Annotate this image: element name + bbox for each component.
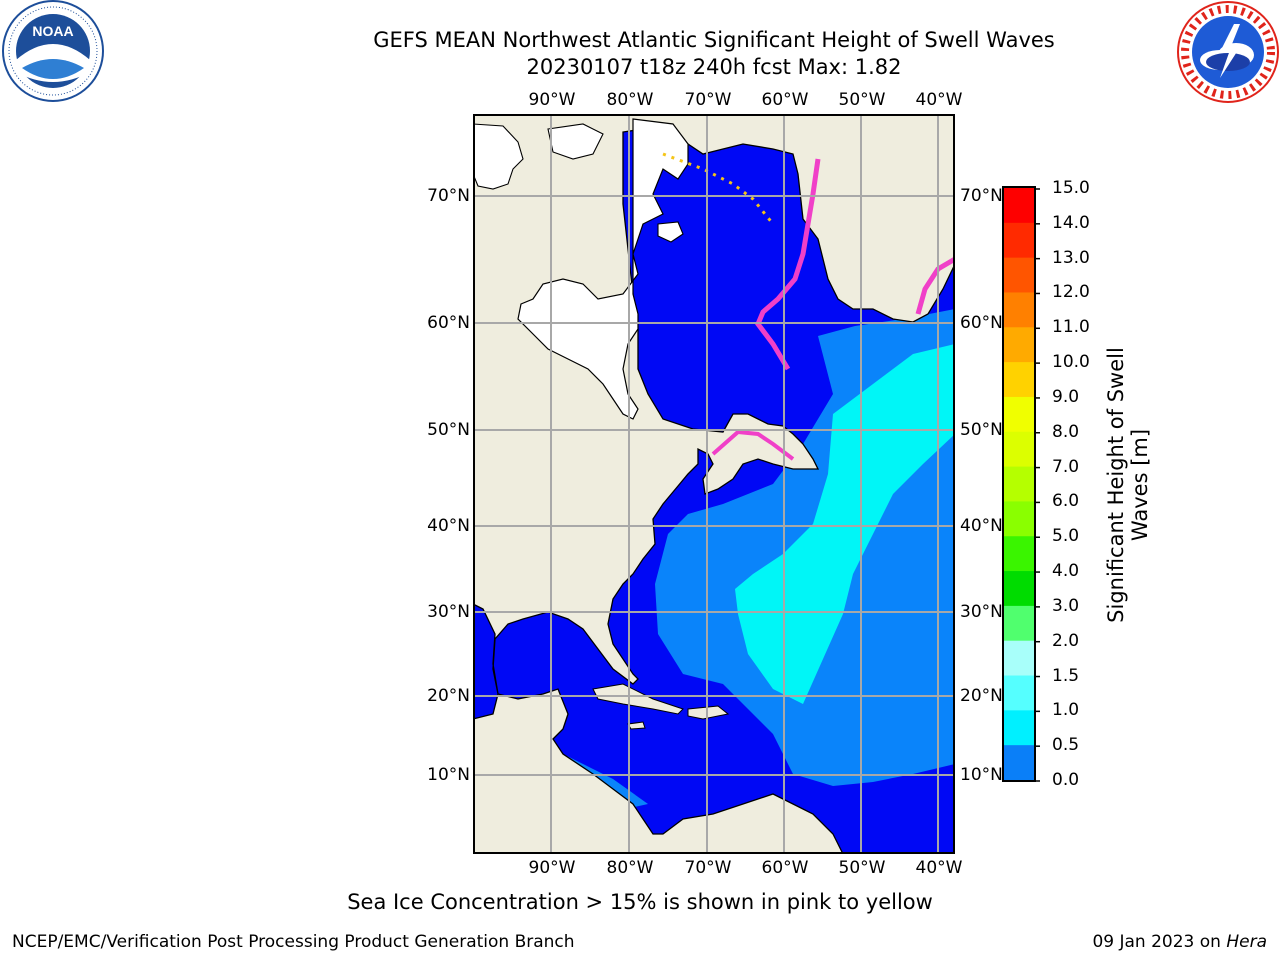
colorbar-tick-label: 2.0 xyxy=(1052,630,1080,651)
lon-label-top: 40°W xyxy=(915,90,963,110)
lat-label-right: 30°N xyxy=(960,602,1003,622)
colorbar-band xyxy=(1004,257,1034,293)
arctic-island-ice xyxy=(657,221,684,243)
lon-label-top: 70°W xyxy=(684,90,732,110)
colorbar-frame xyxy=(1002,186,1036,782)
colorbar-tick-label: 11.0 xyxy=(1052,317,1090,338)
colorbar xyxy=(1002,186,1040,782)
colorbar-band xyxy=(1004,431,1034,468)
colorbar-band xyxy=(1004,222,1034,259)
sea-ice-edge-labrador xyxy=(755,158,821,371)
lon-label-bottom: 50°W xyxy=(838,858,886,878)
sea-ice-note: Sea Ice Concentration > 15% is shown in … xyxy=(347,890,933,914)
lat-label-right: 40°N xyxy=(960,516,1003,536)
arctic-island-ice xyxy=(547,123,604,160)
footer-date-text: 09 Jan 2023 on xyxy=(1092,932,1221,952)
colorbar-band xyxy=(1004,745,1034,781)
lat-label-left: 20°N xyxy=(427,686,470,706)
lat-label-left: 30°N xyxy=(427,602,470,622)
arctic-island-ice xyxy=(473,123,524,190)
colorbar-band xyxy=(1004,605,1034,642)
colorbar-tick-label: 4.0 xyxy=(1052,561,1080,582)
lon-label-top: 50°W xyxy=(838,90,886,110)
lon-label-bottom: 90°W xyxy=(528,858,576,878)
footer-host: Hera xyxy=(1226,932,1267,952)
colorbar-tick-label: 14.0 xyxy=(1052,212,1090,233)
colorbar-band xyxy=(1004,188,1034,224)
svg-text:NOAA: NOAA xyxy=(32,23,73,39)
lat-label-right: 70°N xyxy=(960,186,1003,206)
lat-label-right: 20°N xyxy=(960,686,1003,706)
colorbar-band xyxy=(1004,292,1034,328)
lat-label-left: 60°N xyxy=(427,313,470,333)
colorbar-tick-label: 0.0 xyxy=(1052,770,1080,790)
sea-ice-edge-st-lawrence xyxy=(711,429,795,461)
colorbar-tick-label: 6.0 xyxy=(1052,491,1080,512)
colorbar-tick-label: 1.5 xyxy=(1052,665,1080,686)
colorbar-tick-label: 9.0 xyxy=(1052,386,1080,407)
colorbar-tick-label: 8.0 xyxy=(1052,421,1080,442)
colorbar-band xyxy=(1004,466,1034,502)
lon-label-bottom: 60°W xyxy=(761,858,809,878)
lat-label-left: 70°N xyxy=(427,186,470,206)
lat-label-left: 10°N xyxy=(427,765,470,785)
lon-label-top: 80°W xyxy=(606,90,654,110)
colorbar-band xyxy=(1004,675,1034,711)
colorbar-band xyxy=(1004,327,1034,363)
colorbar-band xyxy=(1004,710,1034,746)
lat-label-right: 10°N xyxy=(960,765,1003,785)
nws-logo xyxy=(1177,1,1279,103)
swell-height-map xyxy=(473,114,955,854)
footer-date: 09 Jan 2023 on Hera xyxy=(1092,932,1267,952)
ocean-zone-high xyxy=(735,344,955,704)
sea-ice-layer xyxy=(473,118,955,461)
colorbar-band xyxy=(1004,396,1034,433)
sea-ice-edge-arctic-yellow xyxy=(662,152,775,225)
colorbar-tick-label: 13.0 xyxy=(1052,247,1090,268)
lat-label-left: 40°N xyxy=(427,516,470,536)
cuba-island xyxy=(592,683,684,715)
footer-credit: NCEP/EMC/Verification Post Processing Pr… xyxy=(12,932,575,952)
colorbar-band xyxy=(1004,362,1034,398)
colorbar-band xyxy=(1004,536,1034,572)
colorbar-tick-label: 15.0 xyxy=(1052,178,1090,198)
noaa-logo: NOAA xyxy=(2,0,104,102)
colorbar-band xyxy=(1004,571,1034,607)
colorbar-tick-label: 10.0 xyxy=(1052,352,1090,373)
colorbar-band xyxy=(1004,640,1034,677)
lat-label-right: 60°N xyxy=(960,313,1003,333)
lat-label-left: 50°N xyxy=(427,420,470,440)
lon-label-bottom: 40°W xyxy=(915,858,963,878)
colorbar-tick-label: 0.5 xyxy=(1052,735,1080,756)
chart-subtitle: 20230107 t18z 240h fcst Max: 1.82 xyxy=(526,55,902,79)
colorbar-band xyxy=(1004,501,1034,537)
colorbar-tick-label: 1.0 xyxy=(1052,700,1080,721)
sea-ice-edge-greenland xyxy=(915,256,955,315)
chart-title: GEFS MEAN Northwest Atlantic Significant… xyxy=(373,28,1055,52)
map-frame xyxy=(473,114,955,854)
colorbar-tick-label: 3.0 xyxy=(1052,595,1080,616)
lon-label-top: 60°W xyxy=(761,90,809,110)
hudson-bay-ice xyxy=(517,118,689,420)
colorbar-tick-label: 5.0 xyxy=(1052,526,1080,547)
lat-label-right: 50°N xyxy=(960,420,1003,440)
lon-label-bottom: 80°W xyxy=(606,858,654,878)
colorbar-title: Significant Height of Swell Waves [m] xyxy=(1104,347,1152,623)
lon-label-bottom: 70°W xyxy=(684,858,732,878)
colorbar-tick-label: 7.0 xyxy=(1052,456,1080,477)
graticule xyxy=(473,114,955,854)
lon-label-top: 90°W xyxy=(528,90,576,110)
colorbar-tick-label: 12.0 xyxy=(1052,282,1090,303)
